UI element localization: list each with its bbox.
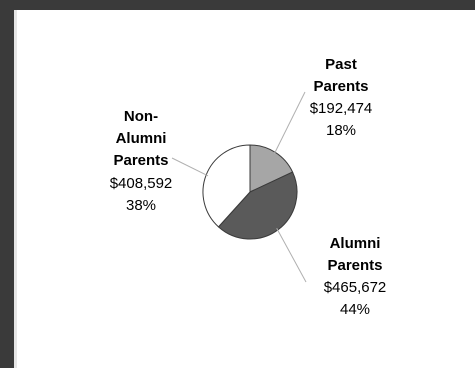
- slice-label-percent: 38%: [126, 197, 156, 214]
- leader-line-2: [171, 157, 209, 177]
- leader-line-1: [276, 227, 307, 283]
- slice-label-amount: $408,592: [110, 175, 173, 192]
- slice-label-name: Parents: [327, 257, 382, 274]
- panel-edge: [14, 10, 17, 368]
- slice-label-name: Alumni: [116, 130, 167, 147]
- slice-label-name: Parents: [313, 78, 368, 95]
- slice-label-amount: $192,474: [310, 100, 373, 117]
- slice-label-name: Parents: [113, 152, 168, 169]
- label-alumni-parents: Alumni Parents $465,672 44%: [324, 235, 387, 318]
- slice-label-amount: $465,672: [324, 279, 387, 296]
- leader-line-0: [273, 91, 306, 155]
- pie-slices: [202, 144, 298, 240]
- slice-label-name: Past: [325, 56, 357, 73]
- slice-label-percent: 18%: [326, 122, 356, 139]
- leader-lines: [171, 91, 307, 283]
- slice-label-name: Non-: [124, 108, 158, 125]
- slice-label-name: Alumni: [330, 235, 381, 252]
- label-non-alumni-parents: Non- Alumni Parents $408,592 38%: [110, 108, 173, 214]
- label-past-parents: Past Parents $192,474 18%: [310, 56, 373, 139]
- slice-label-percent: 44%: [340, 301, 370, 318]
